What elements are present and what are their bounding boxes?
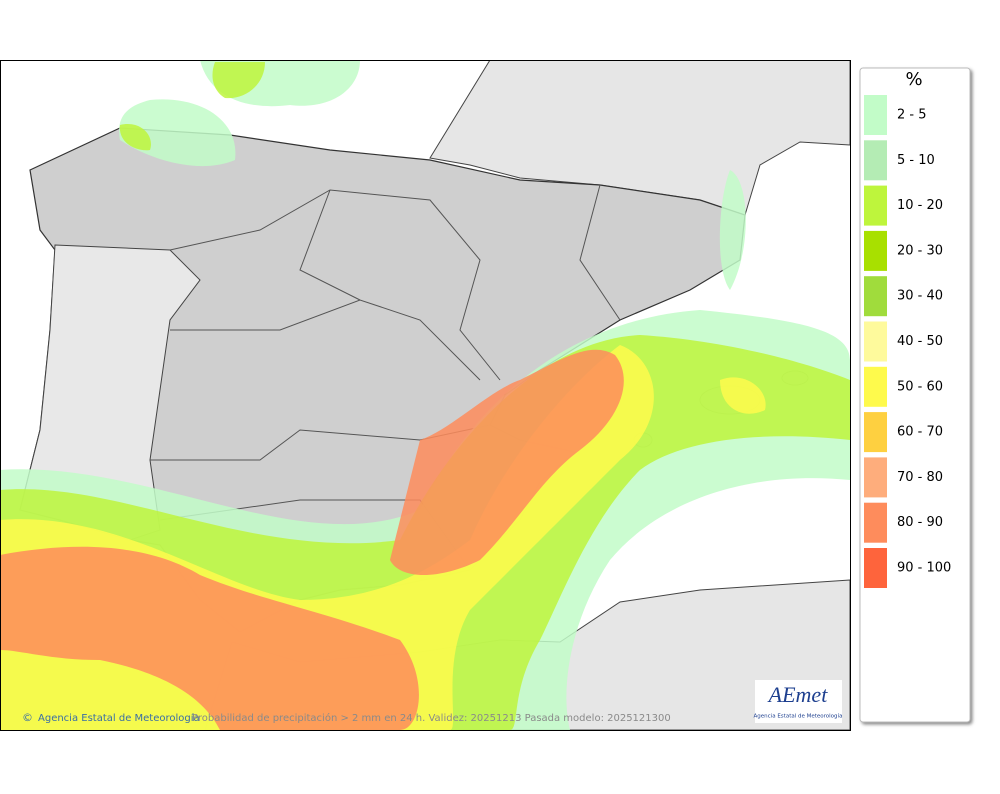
logo-box [755, 680, 842, 723]
legend-label: 30 - 40 [897, 289, 943, 304]
legend-label: 60 - 70 [897, 425, 943, 440]
legend-swatch [864, 321, 887, 362]
precip-area [390, 349, 624, 575]
legend-box [859, 67, 971, 723]
precip-area [119, 62, 265, 151]
legend-label: 70 - 80 [897, 470, 943, 485]
map [0, 60, 850, 730]
legend-swatch [864, 502, 887, 543]
precipitation-layer [0, 60, 850, 730]
legend-swatch [864, 185, 887, 226]
legend-label: 5 - 10 [897, 153, 935, 168]
logo-name: AEmet [767, 682, 829, 707]
legend-swatch [864, 140, 887, 181]
region-borders [150, 184, 621, 571]
precip-area [719, 170, 746, 290]
legend-swatch [864, 95, 887, 135]
credit: Agencia Estatal de Meteorología [38, 712, 200, 724]
legend-label: 10 - 20 [897, 198, 943, 213]
map-frame [0, 60, 851, 731]
logo-subtitle: Agencia Estatal de Meteorología [754, 713, 843, 720]
legend-title: % [905, 69, 922, 90]
precip-area [119, 60, 360, 167]
legend-label: 80 - 90 [897, 515, 943, 530]
legend-swatch [864, 412, 887, 453]
legend-swatch [864, 548, 887, 588]
legend-label: 40 - 50 [897, 334, 943, 349]
caption: Probabilidad de precipitación > 2 mm en … [192, 712, 671, 724]
precip-area [0, 546, 419, 730]
legend-swatch [864, 366, 887, 407]
legend-label: 50 - 60 [897, 379, 943, 394]
precip-area [720, 377, 766, 414]
legend-label: 2 - 5 [897, 108, 927, 123]
legend-swatch [864, 276, 887, 317]
legend: % 2 - 5 5 - 10 10 - 20 20 - 30 30 - 40 40 - 5… [859, 67, 971, 723]
legend-swatch [864, 457, 887, 498]
legend-label: 90 - 100 [897, 561, 951, 576]
copyright-symbol: © [22, 711, 33, 724]
logo: AEmet Agencia Estatal de Meteorología [754, 680, 843, 723]
legend-label: 20 - 30 [897, 243, 943, 258]
legend-swatch [864, 230, 887, 271]
